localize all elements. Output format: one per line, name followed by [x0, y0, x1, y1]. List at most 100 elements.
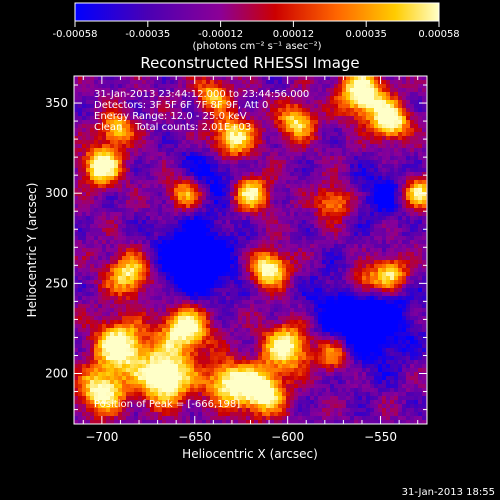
- heatmap-cell: [82, 180, 87, 185]
- heatmap-cell: [134, 176, 139, 181]
- heatmap-cell: [166, 168, 171, 173]
- heatmap-cell: [102, 172, 107, 177]
- heatmap-cell: [338, 164, 343, 169]
- heatmap-cell: [286, 228, 291, 233]
- heatmap-cell: [142, 164, 147, 169]
- heatmap-cell: [106, 152, 111, 157]
- heatmap-cell: [338, 196, 343, 201]
- heatmap-cell: [318, 140, 323, 145]
- heatmap-cell: [418, 212, 423, 217]
- heatmap-cell: [422, 96, 427, 101]
- heatmap-cell: [102, 252, 107, 257]
- heatmap-cell: [338, 128, 343, 133]
- heatmap-cell: [94, 288, 99, 293]
- heatmap-cell: [330, 152, 335, 157]
- heatmap-cell: [118, 108, 123, 113]
- heatmap-cell: [378, 140, 383, 145]
- heatmap-cell: [142, 200, 147, 205]
- heatmap-cell: [390, 256, 395, 261]
- heatmap-cell: [290, 248, 295, 253]
- heatmap-cell: [146, 144, 151, 149]
- heatmap-cell: [270, 140, 275, 145]
- heatmap-cell: [422, 212, 427, 217]
- heatmap-cell: [82, 152, 87, 157]
- heatmap-cell: [142, 232, 147, 237]
- heatmap-cell: [266, 140, 271, 145]
- heatmap-cell: [406, 160, 411, 165]
- heatmap-cell: [150, 180, 155, 185]
- heatmap-cell: [238, 140, 243, 145]
- heatmap-cell: [86, 220, 91, 225]
- heatmap-cell: [202, 112, 207, 117]
- heatmap-cell: [298, 104, 303, 109]
- heatmap-cell: [406, 232, 411, 237]
- heatmap-cell: [82, 120, 87, 125]
- heatmap-cell: [370, 276, 375, 281]
- heatmap-cell: [422, 124, 427, 129]
- heatmap-cell: [82, 136, 87, 141]
- heatmap-cell: [418, 280, 423, 285]
- heatmap-cell: [378, 200, 383, 205]
- heatmap-cell: [398, 144, 403, 149]
- heatmap-cell: [362, 132, 367, 137]
- heatmap-cell: [278, 176, 283, 181]
- heatmap-cell: [386, 188, 391, 193]
- heatmap-cell: [134, 132, 139, 137]
- heatmap-cell: [298, 188, 303, 193]
- heatmap-cell: [142, 256, 147, 261]
- heatmap-cell: [262, 148, 267, 153]
- heatmap-cell: [214, 168, 219, 173]
- heatmap-cell: [250, 120, 255, 125]
- heatmap-cell: [346, 124, 351, 129]
- heatmap-cell: [198, 244, 203, 249]
- heatmap-cell: [346, 196, 351, 201]
- heatmap-cell: [242, 184, 247, 189]
- heatmap-cell: [90, 252, 95, 257]
- heatmap-cell: [414, 144, 419, 149]
- heatmap-cell: [222, 204, 227, 209]
- heatmap-cell: [238, 244, 243, 249]
- heatmap-cell: [206, 196, 211, 201]
- heatmap-cell: [214, 104, 219, 109]
- heatmap-cell: [94, 224, 99, 229]
- heatmap-cell: [78, 180, 83, 185]
- heatmap-cell: [402, 160, 407, 165]
- heatmap-cell: [286, 188, 291, 193]
- heatmap-cell: [90, 272, 95, 277]
- heatmap-cell: [102, 144, 107, 149]
- heatmap-cell: [154, 116, 159, 121]
- heatmap-cell: [418, 80, 423, 85]
- heatmap-cell: [190, 204, 195, 209]
- heatmap-cell: [210, 140, 215, 145]
- heatmap-cell: [394, 164, 399, 169]
- heatmap-cell: [358, 292, 363, 297]
- heatmap-cell: [74, 140, 79, 145]
- heatmap-cell: [158, 180, 163, 185]
- heatmap-cell: [82, 172, 87, 177]
- heatmap-cell: [262, 108, 267, 113]
- heatmap-cell: [262, 192, 267, 197]
- heatmap-cell: [230, 272, 235, 277]
- heatmap-cell: [226, 116, 231, 121]
- heatmap-cell: [298, 152, 303, 157]
- heatmap-cell: [294, 100, 299, 105]
- heatmap-cell: [374, 260, 379, 265]
- heatmap-cell: [250, 224, 255, 229]
- heatmap-cell: [422, 148, 427, 153]
- heatmap-cell: [94, 192, 99, 197]
- heatmap-cell: [398, 260, 403, 265]
- heatmap-cell: [166, 188, 171, 193]
- heatmap-cell: [158, 100, 163, 105]
- heatmap-cell: [394, 204, 399, 209]
- heatmap-cell: [174, 188, 179, 193]
- heatmap-cell: [218, 180, 223, 185]
- heatmap-cell: [358, 228, 363, 233]
- heatmap-cell: [114, 192, 119, 197]
- heatmap-cell: [354, 280, 359, 285]
- heatmap-cell: [230, 128, 235, 133]
- heatmap-cell: [354, 296, 359, 301]
- heatmap-cell: [122, 140, 127, 145]
- heatmap-cell: [118, 92, 123, 97]
- heatmap-cell: [134, 168, 139, 173]
- heatmap-cell: [390, 152, 395, 157]
